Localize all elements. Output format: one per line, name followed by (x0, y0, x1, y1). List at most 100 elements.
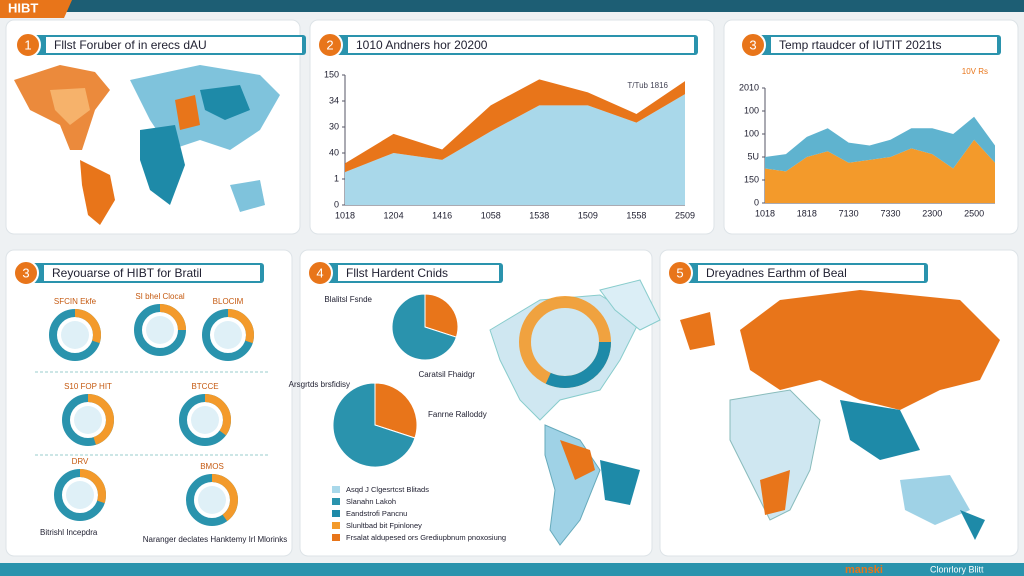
americas-map (489, 279, 661, 546)
pie-slice (391, 293, 458, 361)
donut-label: BMOS (200, 462, 224, 471)
note: Bitrishl Incepdra (40, 528, 98, 537)
donut-hole (61, 321, 89, 349)
legend-swatch (332, 498, 340, 505)
donut-label: SFCIN Ekfe (54, 297, 97, 306)
legend-swatch (332, 522, 340, 529)
legend-entry: Frsalat aldupesed ors Grediupbnum pnoxos… (346, 533, 506, 542)
legend-swatch (332, 486, 340, 493)
donut-hole (146, 316, 174, 344)
top-bar (60, 0, 1024, 12)
x-tick-label: 1058 (481, 210, 501, 220)
x-tick-label: 2509 (675, 210, 695, 220)
legend-entry: Eandstrofi Pancnu (346, 509, 407, 518)
panel-title: Reyouarse of HIBT for Bratil (52, 266, 202, 280)
donut-segment (134, 304, 186, 356)
panel-title: Fllst Foruber of in erecs dAU (54, 38, 207, 52)
header-title: HIBT (8, 0, 38, 15)
legend-entry: Slunltbad bit Fpinloney (346, 521, 422, 530)
pie-slice (424, 293, 459, 338)
panel-number: 2 (326, 37, 333, 52)
donut-hole (214, 321, 242, 349)
title-bg (338, 265, 499, 281)
donut-label: SI bhel Clocal (135, 292, 185, 301)
y-tick-label: 150 (744, 174, 759, 184)
donut-label: BTCCE (191, 382, 218, 391)
x-tick-label: 1509 (578, 210, 598, 220)
footer-brand: manski (845, 564, 883, 576)
y-tick-label: 40 (329, 147, 339, 157)
title-badge (13, 260, 39, 286)
area (345, 94, 685, 205)
pie-label: Blalitsl Fsnde (324, 295, 372, 304)
x-tick-label: 7330 (880, 208, 900, 218)
donut-hole (198, 486, 226, 514)
pie-slice (332, 382, 416, 468)
donut-label: BLOCIM (213, 297, 244, 306)
donut-segment (179, 394, 231, 446)
donut-segment (62, 394, 114, 446)
x-tick-label: 1416 (432, 210, 452, 220)
annotation: T/Tub 1816 (627, 81, 668, 90)
panel-title: Fllst Hardent Cnids (346, 266, 448, 280)
title-bg (44, 265, 260, 281)
x-tick-label: 1558 (626, 210, 646, 220)
y-tick-label: 5U (747, 151, 759, 161)
title-badge (15, 32, 41, 58)
legend-swatch (332, 534, 340, 541)
x-tick-label: 2500 (964, 208, 984, 218)
area (345, 79, 685, 173)
donut-label: DRV (72, 457, 89, 466)
x-tick-label: 1018 (335, 210, 355, 220)
y-tick-label: 0 (334, 199, 339, 209)
area (765, 139, 995, 203)
pie-slice (374, 382, 418, 439)
title-badge (667, 260, 693, 286)
panel-number: 3 (22, 265, 29, 280)
donut-segment (49, 309, 101, 361)
donut-segment (186, 474, 238, 526)
footer-bar (0, 563, 1024, 576)
note: Naranger declates Hanktemy Irl Mlorinks (143, 535, 288, 544)
panel-title: Temp rtaudcer of IUTIT 2021ts (779, 38, 942, 52)
donut-hole (74, 406, 102, 434)
donut-hole (66, 481, 94, 509)
donut-hole (191, 406, 219, 434)
title-bg (698, 265, 924, 281)
x-tick-label: 2300 (922, 208, 942, 218)
pie-label: Caratsil Fhaidgr (419, 370, 476, 379)
pie-label: Fanrne Ralloddy (428, 410, 487, 419)
legend-entry: 10V Rs (962, 67, 988, 76)
y-tick-label: 100 (744, 128, 759, 138)
panel-title: Dreyadnes Earthm of Beal (706, 266, 847, 280)
legend-entry: Slanahn Lakoh (346, 497, 396, 506)
panel-number: 4 (316, 265, 323, 280)
y-tick-label: 34 (329, 95, 339, 105)
y-tick-label: 150 (324, 69, 339, 79)
panel-number: 5 (676, 265, 683, 280)
pie-label: Arsgrtds brsfidisy (289, 380, 350, 389)
y-tick-label: 1 (334, 173, 339, 183)
title-badge (307, 260, 333, 286)
y-tick-label: 2010 (739, 82, 759, 92)
y-tick-label: 100 (744, 105, 759, 115)
area (765, 116, 995, 172)
y-tick-label: 0 (754, 197, 759, 207)
footer-caption: Clonrlory Blitt (930, 564, 984, 574)
donut-segment (54, 469, 106, 521)
y-tick-label: 30 (329, 121, 339, 131)
header-tag (0, 0, 72, 18)
title-bg (348, 37, 694, 53)
title-bg (771, 37, 997, 53)
x-tick-label: 1538 (529, 210, 549, 220)
title-bg (46, 37, 302, 53)
title-badge (317, 32, 343, 58)
world-map (14, 65, 280, 225)
eurasia-map (680, 290, 1000, 540)
x-tick-label: 1204 (384, 210, 404, 220)
panel-title: 1010 Andners hor 20200 (356, 38, 488, 52)
title-badge (740, 32, 766, 58)
legend-entry: Asqd J Clgesrtcst Blitads (346, 485, 429, 494)
legend-swatch (332, 510, 340, 517)
